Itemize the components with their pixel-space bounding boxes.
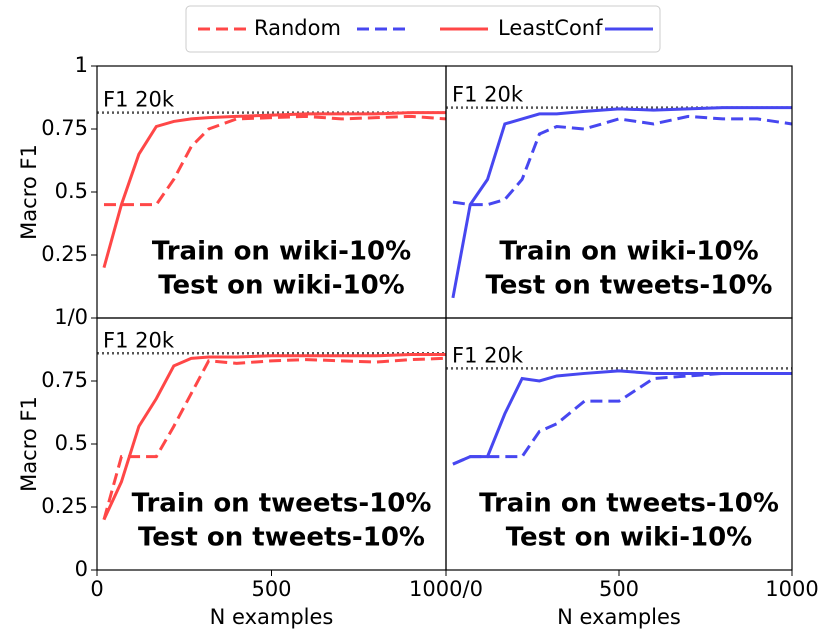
y-tick-label: 1: [75, 53, 88, 77]
x-tick-label: 500: [251, 577, 291, 601]
series-line: [102, 111, 446, 269]
y-tick-label: 1/0: [54, 305, 88, 329]
x-axis-label: N examples: [557, 605, 681, 629]
reference-label: F1 20k: [103, 88, 175, 112]
y-tick-label: 0.25: [41, 242, 88, 266]
y-axis-label: Macro F1: [17, 144, 41, 240]
panel-annotation: Train on tweets-10%: [479, 489, 779, 519]
panel-annotation: Train on wiki-10%: [499, 237, 758, 267]
legend: Random LeastConf: [198, 16, 653, 40]
x-tick-label: 0: [90, 577, 103, 601]
panel-annotation: Test on tweets-10%: [486, 271, 773, 301]
panel-annotation: Train on tweets-10%: [132, 489, 432, 519]
legend-label: Random: [254, 16, 341, 40]
x-tick-label: 500: [599, 577, 639, 601]
series-line: [103, 114, 447, 207]
series-line: [102, 353, 446, 521]
reference-label: F1 20k: [452, 83, 524, 107]
x-axis-label: N examples: [210, 605, 334, 629]
y-tick-label: 0.25: [41, 494, 88, 518]
series-line: [102, 356, 447, 521]
series-line: [451, 106, 792, 299]
x-tick-label: 1000: [765, 577, 818, 601]
panel-annotation: Test on wiki-10%: [506, 523, 752, 553]
series-line: [452, 114, 793, 207]
y-tick-label: 0.5: [55, 179, 88, 203]
y-axis-label: Macro F1: [17, 396, 41, 492]
y-tick-label: 0: [75, 557, 88, 581]
reference-label: F1 20k: [103, 328, 175, 352]
panel-annotation: Train on wiki-10%: [152, 237, 411, 267]
y-tick-label: 0.75: [41, 368, 88, 392]
legend-box: [185, 5, 661, 53]
x-tick-label: 1000/0: [409, 577, 483, 601]
y-tick-label: 0.5: [55, 431, 88, 455]
reference-label: F1 20k: [452, 343, 524, 367]
panel-annotation: Test on wiki-10%: [158, 271, 404, 301]
legend-label: LeastConf: [498, 16, 603, 40]
panel-annotation: Test on tweets-10%: [138, 523, 425, 553]
y-tick-label: 0.75: [41, 116, 88, 140]
series-line: [452, 369, 792, 466]
